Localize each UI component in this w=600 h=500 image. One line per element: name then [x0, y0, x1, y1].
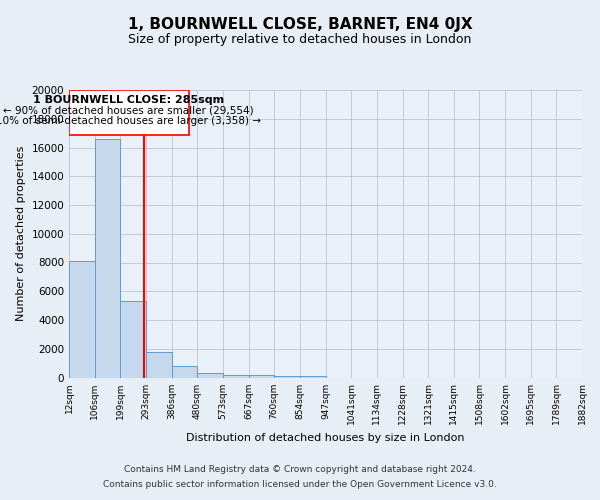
Bar — [274, 376, 300, 378]
Text: Contains public sector information licensed under the Open Government Licence v3: Contains public sector information licen… — [103, 480, 497, 489]
Bar — [197, 373, 223, 378]
Text: ← 90% of detached houses are smaller (29,554): ← 90% of detached houses are smaller (29… — [4, 105, 254, 115]
Bar — [69, 261, 95, 378]
FancyBboxPatch shape — [69, 90, 188, 134]
X-axis label: Distribution of detached houses by size in London: Distribution of detached houses by size … — [186, 433, 465, 443]
Text: 1 BOURNWELL CLOSE: 285sqm: 1 BOURNWELL CLOSE: 285sqm — [33, 95, 224, 105]
Bar — [172, 366, 197, 378]
Bar — [146, 352, 172, 378]
Y-axis label: Number of detached properties: Number of detached properties — [16, 146, 26, 322]
Bar — [95, 139, 120, 378]
Bar — [300, 376, 325, 378]
Bar — [248, 376, 274, 378]
Text: Contains HM Land Registry data © Crown copyright and database right 2024.: Contains HM Land Registry data © Crown c… — [124, 465, 476, 474]
Bar — [223, 374, 248, 378]
Bar — [120, 302, 146, 378]
Text: 10% of semi-detached houses are larger (3,358) →: 10% of semi-detached houses are larger (… — [0, 116, 262, 126]
Text: Size of property relative to detached houses in London: Size of property relative to detached ho… — [128, 32, 472, 46]
Text: 1, BOURNWELL CLOSE, BARNET, EN4 0JX: 1, BOURNWELL CLOSE, BARNET, EN4 0JX — [128, 18, 472, 32]
